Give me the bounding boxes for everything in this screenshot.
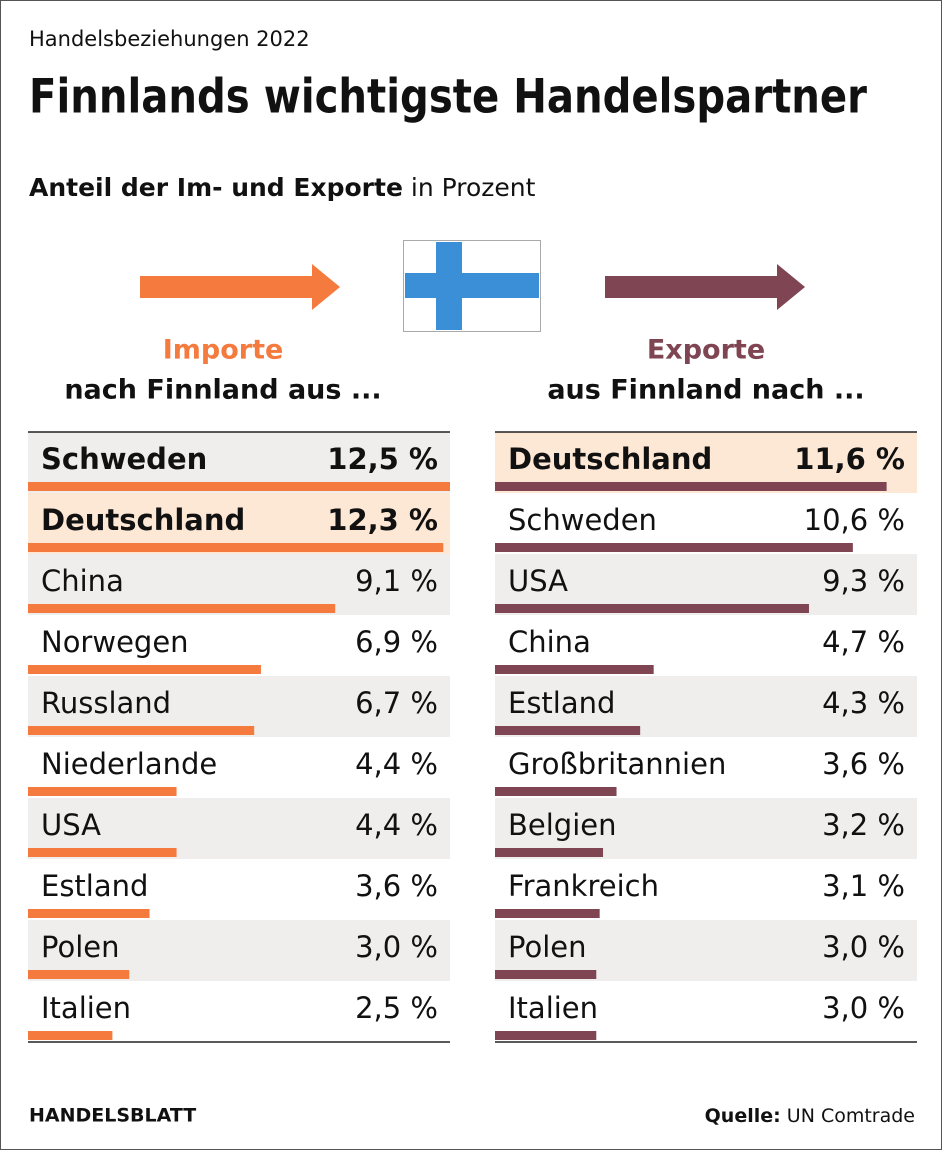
category-label: Deutschland: [508, 442, 712, 476]
value-label: 3,6 %: [822, 747, 905, 781]
kicker: Handelsbeziehungen 2022: [29, 27, 310, 51]
brand: HANDELSBLATT: [29, 1105, 196, 1127]
category-label: Estland: [508, 686, 615, 720]
bar: [28, 970, 130, 979]
bar: [28, 482, 450, 491]
category-label: Norwegen: [41, 625, 189, 659]
bar: [28, 787, 177, 796]
subtitle-rest: in Prozent: [411, 173, 536, 202]
category-label: Russland: [41, 686, 171, 720]
category-label: Belgien: [508, 808, 616, 842]
category-label: Schweden: [508, 503, 657, 537]
subtitle-bold: Anteil der Im- und Exporte: [29, 173, 403, 202]
panel-subtitle: nach Finnland aus ...: [64, 375, 381, 406]
value-label: 2,5 %: [355, 991, 438, 1025]
category-label: USA: [508, 564, 568, 598]
category-label: Deutschland: [41, 503, 245, 537]
panel-subtitle: aus Finnland nach ...: [547, 375, 864, 406]
bar: [28, 1031, 113, 1040]
value-label: 3,1 %: [822, 869, 905, 903]
value-label: 3,2 %: [822, 808, 905, 842]
bar: [495, 848, 604, 857]
value-label: 3,6 %: [355, 869, 438, 903]
export-arrow: [605, 264, 805, 310]
bar: [28, 909, 150, 918]
bar: [495, 543, 853, 552]
value-label: 12,3 %: [327, 503, 438, 537]
category-label: Estland: [41, 869, 148, 903]
value-label: 6,7 %: [355, 686, 438, 720]
value-label: 9,3 %: [822, 564, 905, 598]
bar: [495, 1031, 597, 1040]
flag: [403, 240, 541, 332]
source-name: UN Comtrade: [787, 1105, 915, 1127]
value-label: 4,7 %: [822, 625, 905, 659]
value-label: 3,0 %: [355, 930, 438, 964]
panel-title: Importe: [163, 335, 284, 366]
value-label: 11,6 %: [794, 442, 905, 476]
import-arrow: [140, 264, 340, 310]
source: Quelle: UN Comtrade: [705, 1105, 915, 1127]
category-label: China: [508, 625, 591, 659]
value-label: 3,0 %: [822, 930, 905, 964]
panel-title: Exporte: [647, 335, 765, 366]
bar: [495, 604, 809, 613]
bar: [28, 604, 336, 613]
category-label: China: [41, 564, 124, 598]
category-label: Polen: [508, 930, 586, 964]
bar: [495, 665, 654, 674]
category-label: Schweden: [41, 442, 207, 476]
value-label: 3,0 %: [822, 991, 905, 1025]
source-label: Quelle:: [705, 1105, 781, 1127]
bar: [28, 543, 444, 552]
value-label: 10,6 %: [804, 503, 905, 537]
bar: [495, 482, 887, 491]
value-label: 4,4 %: [355, 747, 438, 781]
category-label: Italien: [508, 991, 598, 1025]
category-label: Großbritannien: [508, 747, 726, 781]
bar: [495, 970, 597, 979]
category-label: USA: [41, 808, 101, 842]
bar: [495, 726, 641, 735]
subtitle: Anteil der Im- und Exporte in Prozent: [29, 173, 536, 202]
value-label: 12,5 %: [327, 442, 438, 476]
value-label: 4,4 %: [355, 808, 438, 842]
bar: [495, 909, 600, 918]
category-label: Frankreich: [508, 869, 659, 903]
category-label: Polen: [41, 930, 119, 964]
category-label: Italien: [41, 991, 131, 1025]
bar: [495, 787, 617, 796]
value-label: 6,9 %: [355, 625, 438, 659]
bar: [28, 726, 255, 735]
value-label: 4,3 %: [822, 686, 905, 720]
category-label: Niederlande: [41, 747, 217, 781]
value-label: 9,1 %: [355, 564, 438, 598]
bar: [28, 665, 261, 674]
bar: [28, 848, 177, 857]
title: Finnlands wichtigste Handelspartner: [29, 70, 868, 125]
